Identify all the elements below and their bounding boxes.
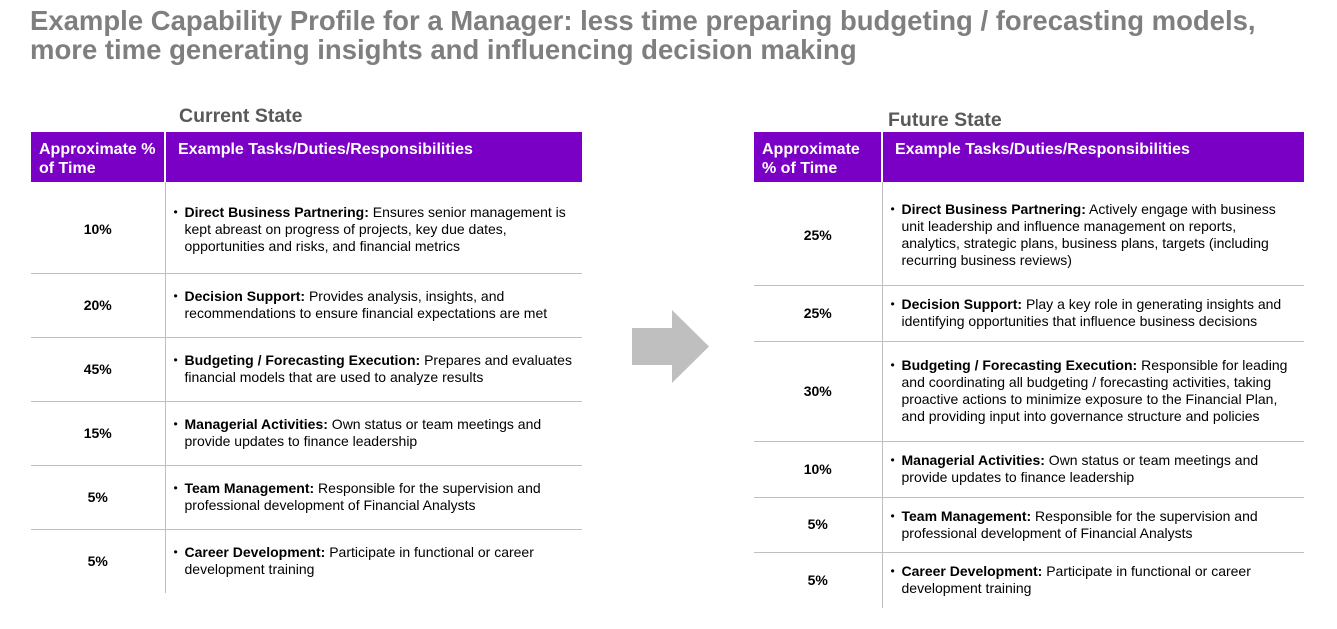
task-cell: • Team Management: Responsible for the su… — [882, 497, 1304, 553]
table-header-row: Approximate % of Time Example Tasks/Duti… — [754, 132, 1304, 182]
table-row: 20% • Decision Support: Provides analysis… — [31, 273, 582, 338]
task-cell: • Decision Support: Play a key role in ge… — [882, 285, 1304, 342]
table-row: 10% • Managerial Activities: Own status o… — [754, 441, 1304, 498]
percent-cell: 25% — [754, 186, 883, 286]
task-cell: • Direct Business Partnering: Actively en… — [882, 186, 1304, 286]
task-description: Own status or team meetings and provide … — [901, 452, 1259, 485]
table-row: 30% • Budgeting / Forecasting Execution: … — [754, 341, 1304, 442]
table-row: 5% • Team Management: Responsible for the… — [754, 497, 1304, 553]
task-label: Career Development: — [184, 544, 326, 561]
percent-cell: 15% — [31, 401, 166, 466]
table-row: 5% • Team Management: Responsible for the… — [31, 465, 582, 530]
task-cell: • Budgeting / Forecasting Execution: Resp… — [882, 341, 1304, 442]
bullet: • — [890, 453, 895, 467]
bullet: • — [173, 204, 178, 219]
task-label: Decision Support: — [901, 296, 1023, 312]
table-row: 5% • Career Development: Participate in f… — [754, 552, 1304, 608]
task-description: Participate in functional or career deve… — [184, 544, 534, 578]
table-row: 5% • Career Development: Participate in f… — [31, 529, 582, 593]
future-state-table: Approximate % of Time Example Tasks/Duti… — [754, 132, 1304, 608]
task-description: Responsible for the supervision and prof… — [184, 480, 541, 513]
column-header-tasks: Example Tasks/Duties/Responsibilities — [881, 132, 1304, 182]
percent-cell: 20% — [31, 273, 166, 338]
task-label: Budgeting / Forecasting Execution: — [184, 352, 421, 368]
page-title-line-2: more time generating insights and influe… — [30, 34, 857, 65]
current-state-table: Approximate % of Time Example Tasks/Duti… — [31, 132, 582, 593]
task-label: Managerial Activities: — [184, 416, 328, 432]
task-cell: • Managerial Activities: Own status or te… — [165, 401, 582, 466]
future-state-heading: Future State — [888, 109, 1002, 131]
percent-cell: 10% — [754, 441, 883, 498]
page-title-line-1: Example Capability Profile for a Manager… — [30, 5, 1256, 36]
bullet: • — [890, 508, 895, 523]
percent-cell: 5% — [754, 497, 883, 553]
bullet: • — [890, 297, 895, 311]
table-row: 25% • Direct Business Partnering: Activel… — [754, 186, 1304, 286]
task-label: Direct Business Partnering: — [184, 203, 369, 220]
percent-cell: 5% — [31, 529, 166, 593]
task-cell: • Budgeting / Forecasting Execution: Prep… — [165, 337, 582, 402]
percent-cell: 25% — [754, 285, 883, 342]
task-label: Decision Support: — [184, 288, 306, 304]
task-description: Ensures senior management is kept abreas… — [184, 203, 566, 254]
task-label: Managerial Activities: — [901, 452, 1045, 468]
table-row: 15% • Managerial Activities: Own status o… — [31, 401, 582, 466]
task-label: Direct Business Partnering: — [901, 201, 1086, 218]
task-cell: • Career Development: Participate in func… — [882, 552, 1304, 608]
bullet: • — [173, 481, 178, 495]
bullet: • — [890, 202, 895, 217]
bullet: • — [173, 353, 178, 367]
task-description: Responsible for leading and coordinating… — [901, 357, 1288, 424]
task-description: Play a key role in generating insights a… — [901, 296, 1282, 329]
bullet: • — [890, 358, 895, 372]
percent-cell: 10% — [31, 186, 166, 274]
task-description: Responsible for the supervision and prof… — [901, 507, 1258, 541]
task-label: Team Management: — [901, 507, 1032, 524]
task-description: Participate in functional or career deve… — [901, 563, 1251, 597]
table-row: 45% • Budgeting / Forecasting Execution: … — [31, 337, 582, 402]
bullet: • — [173, 417, 178, 431]
right-arrow-icon — [632, 310, 709, 383]
bullet: • — [890, 564, 895, 579]
task-cell: • Decision Support: Provides analysis, in… — [165, 273, 582, 338]
table-header-row: Approximate % of Time Example Tasks/Duti… — [31, 132, 582, 182]
column-header-percent-time: Approximate % of Time — [31, 132, 165, 182]
percent-cell: 45% — [31, 337, 166, 402]
task-cell: • Managerial Activities: Own status or te… — [882, 441, 1304, 498]
task-description: Provides analysis, insights, and recomme… — [184, 288, 548, 321]
percent-cell: 30% — [754, 341, 883, 442]
task-cell: • Career Development: Participate in func… — [165, 529, 582, 593]
task-label: Budgeting / Forecasting Execution: — [901, 357, 1138, 373]
task-cell: • Direct Business Partnering: Ensures sen… — [165, 186, 582, 274]
bullet: • — [173, 289, 178, 303]
percent-cell: 5% — [31, 465, 166, 530]
task-description: Actively engage with business unit leade… — [901, 201, 1276, 269]
percent-cell: 5% — [754, 552, 883, 608]
task-label: Career Development: — [901, 563, 1043, 580]
column-header-tasks: Example Tasks/Duties/Responsibilities — [164, 132, 582, 182]
current-state-heading: Current State — [179, 105, 303, 127]
table-row: 10% • Direct Business Partnering: Ensures… — [31, 186, 582, 274]
task-description: Own status or team meetings and provide … — [184, 416, 542, 449]
bullet: • — [173, 545, 178, 560]
task-label: Team Management: — [184, 480, 315, 496]
column-header-percent-time: Approximate % of Time — [754, 132, 882, 182]
table-row: 25% • Decision Support: Play a key role i… — [754, 285, 1304, 342]
task-description: Prepares and evaluates financial models … — [184, 352, 572, 385]
task-cell: • Team Management: Responsible for the su… — [165, 465, 582, 530]
page-title: Example Capability Profile for a Manager… — [30, 6, 1320, 64]
